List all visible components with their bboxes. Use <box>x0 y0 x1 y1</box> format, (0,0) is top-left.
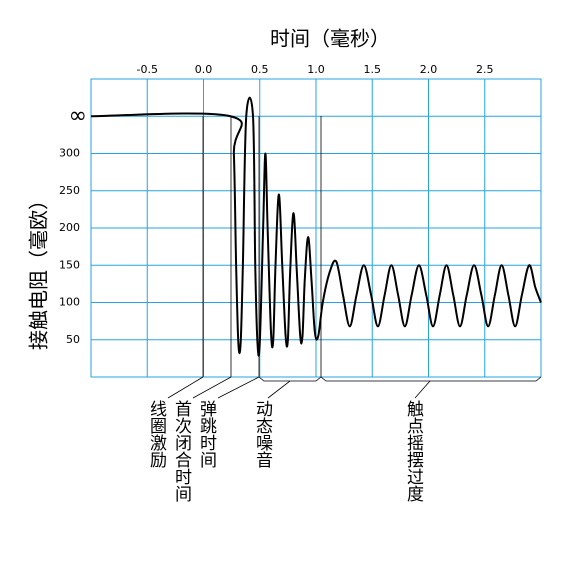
leader-line <box>267 380 291 399</box>
x-tick-label: 2.5 <box>476 63 494 76</box>
x-tick-label: 1.0 <box>307 63 325 76</box>
annotation: 触点摇摆过度 <box>403 400 424 502</box>
y-tick-label: 150 <box>59 258 80 271</box>
y-tick-label: 100 <box>59 296 80 309</box>
y-tick-label: 250 <box>59 184 80 197</box>
x-tick-label: -0.5 <box>137 63 158 76</box>
leader-line <box>217 376 260 399</box>
y-axis-title: 接触电阻（毫欧） <box>27 190 51 350</box>
resistance-line <box>90 96 542 357</box>
bracket <box>258 376 542 382</box>
annotation: 线圈激励 <box>146 400 167 469</box>
x-tick-label: 0.0 <box>195 63 213 76</box>
y-tick-label: ∞ <box>69 103 87 128</box>
plot-frame <box>90 78 542 378</box>
x-axis-title: 时间（毫秒） <box>270 27 390 51</box>
y-tick-label: 300 <box>59 147 80 160</box>
leader-line <box>192 376 232 399</box>
x-tick-label: 0.5 <box>251 63 269 76</box>
x-tick-label: 1.5 <box>364 63 382 76</box>
leader-line <box>414 380 431 399</box>
annotation: 动态噪音 <box>252 400 273 468</box>
annotation: 首次闭合时间 <box>171 400 192 503</box>
x-tick-label: 2.0 <box>420 63 438 76</box>
y-tick-label: 50 <box>66 333 80 346</box>
annotation: 弹跳时间 <box>196 400 217 469</box>
y-tick-label: 200 <box>59 221 80 234</box>
leader-line <box>167 376 204 399</box>
